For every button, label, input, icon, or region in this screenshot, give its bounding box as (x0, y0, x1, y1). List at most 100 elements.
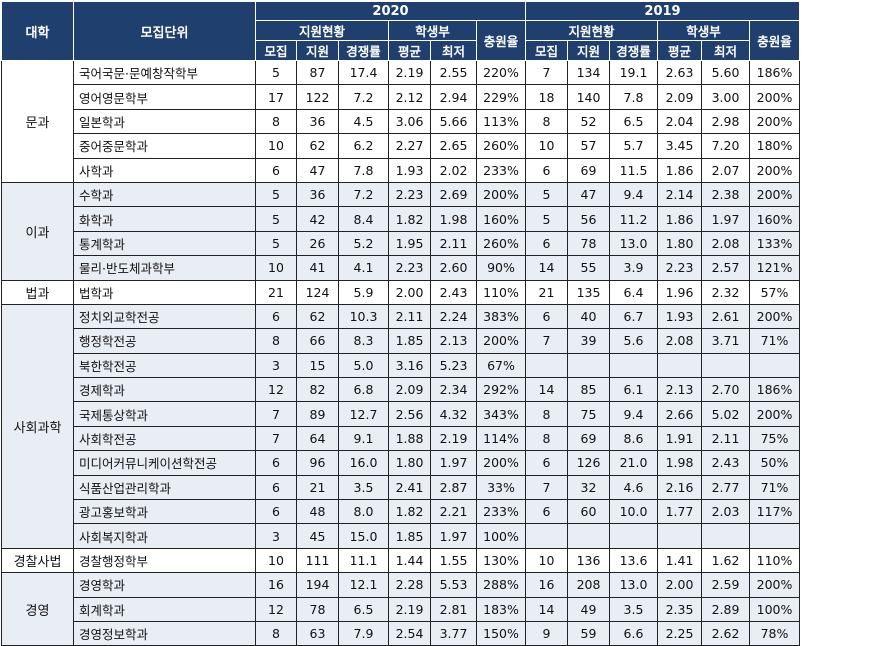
fill-rate-2020-cell: 200% (476, 328, 526, 354)
min-2019-cell: 2.77 (701, 474, 750, 501)
competition-2019-cell: 3.5 (609, 596, 658, 622)
recruit-2019-cell: 6 (525, 230, 568, 257)
fill-rate-2020-cell: 343% (476, 401, 526, 427)
year-2020-header: 2020 (255, 1, 526, 21)
apply-2020-cell: 62 (296, 133, 339, 159)
competition-header-2020: 경쟁률 (338, 40, 389, 61)
major-cell: 경찰행정학부 (73, 547, 256, 574)
avg-2019-cell: 1.80 (657, 230, 702, 257)
college-cell: 이과 (1, 181, 74, 281)
college-cell: 사회과학 (1, 303, 74, 549)
competition-2019-cell: 11.2 (609, 206, 658, 232)
recruit-2020-cell: 5 (255, 230, 297, 257)
apply-2020-cell: 82 (296, 377, 339, 403)
college-cell: 경영 (1, 572, 74, 646)
competition-2020-cell: 5.2 (338, 230, 389, 257)
avg-2020-cell: 2.11 (388, 303, 431, 330)
avg-2020-cell: 1.82 (388, 206, 431, 232)
min-2020-cell: 2.21 (430, 499, 477, 525)
competition-2019-cell: 10.0 (609, 499, 658, 525)
min-2019-cell: 2.89 (701, 596, 750, 622)
min-2019-cell: 2.38 (701, 181, 750, 208)
fill-rate-2020-cell: 33% (476, 474, 526, 501)
min-2020-cell: 1.97 (430, 523, 477, 549)
apply-2020-cell: 111 (296, 547, 339, 574)
min-2020-cell: 2.24 (430, 303, 477, 330)
apply-2020-cell: 45 (296, 523, 339, 549)
apply-2019-cell: 39 (567, 328, 610, 354)
avg-2020-cell: 2.19 (388, 596, 431, 622)
min-2020-cell: 2.13 (430, 328, 477, 354)
competition-2019-cell: 6.1 (609, 377, 658, 403)
table-row: 미디어커뮤니케이션학전공 6 96 16.0 1.80 1.97 200% 6 126 21.0 1… (2, 450, 800, 476)
min-2020-cell: 2.02 (430, 157, 477, 183)
major-cell: 법학과 (73, 279, 256, 305)
fill-rate-2019-cell: 117% (749, 499, 800, 525)
avg-2019-cell: 1.96 (657, 279, 702, 305)
table-row: 광고홍보학과 6 48 8.0 1.82 2.21 233% 6 60 10.0 1.77 2.03 1… (2, 499, 800, 525)
apply-status-header-2020: 지원현황 (255, 20, 389, 41)
fill-rate-header-2020: 충원율 (476, 20, 526, 61)
competition-2019-cell: 5.7 (609, 133, 658, 159)
apply-2020-cell: 36 (296, 181, 339, 208)
apply-2019-cell: 140 (567, 84, 610, 110)
competition-2020-cell: 7.2 (338, 84, 389, 110)
fill-rate-2019-cell (749, 352, 800, 379)
min-2019-cell: 2.32 (701, 279, 750, 305)
competition-2019-cell: 8.6 (609, 425, 658, 452)
avg-header-2019: 평균 (657, 40, 702, 61)
apply-2019-cell: 69 (567, 157, 610, 183)
recruit-2020-cell: 10 (255, 547, 297, 574)
min-2020-cell: 2.34 (430, 377, 477, 403)
competition-2020-cell: 6.5 (338, 596, 389, 622)
competition-2020-cell: 4.1 (338, 255, 389, 281)
competition-2019-cell: 6.7 (609, 303, 658, 330)
table-row: 물리·반도체과학부 10 41 4.1 2.23 2.60 90% 14 55 3.9 2.23 2.… (2, 255, 800, 281)
fill-rate-2019-cell: 200% (749, 303, 800, 330)
avg-2020-cell: 1.93 (388, 157, 431, 183)
major-cell: 정치외교학전공 (73, 303, 256, 330)
recruit-2019-cell: 6 (525, 303, 568, 330)
competition-2019-cell: 11.5 (609, 157, 658, 183)
apply-2019-cell: 49 (567, 596, 610, 622)
competition-2019-cell: 13.0 (609, 572, 658, 598)
competition-2020-cell: 6.8 (338, 377, 389, 403)
avg-2020-cell: 1.95 (388, 230, 431, 257)
recruit-2020-cell: 6 (255, 499, 297, 525)
competition-2020-cell: 9.1 (338, 425, 389, 452)
min-2019-cell: 2.11 (701, 425, 750, 452)
recruit-2019-cell: 8 (525, 401, 568, 427)
competition-2019-cell: 21.0 (609, 450, 658, 476)
apply-2020-cell: 87 (296, 59, 339, 86)
avg-2020-cell: 2.28 (388, 572, 431, 598)
competition-2020-cell: 5.9 (338, 279, 389, 305)
recruit-2020-cell: 8 (255, 328, 297, 354)
competition-2020-cell: 7.2 (338, 181, 389, 208)
apply-2020-cell: 48 (296, 499, 339, 525)
avg-2020-cell: 2.12 (388, 84, 431, 110)
min-header-2020: 최저 (430, 40, 477, 61)
fill-rate-2020-cell: 150% (476, 620, 526, 646)
competition-2019-cell: 6.4 (609, 279, 658, 305)
avg-2019-cell: 2.16 (657, 474, 702, 501)
recruit-2020-cell: 6 (255, 474, 297, 501)
avg-2020-cell: 2.09 (388, 377, 431, 403)
fill-rate-2020-cell: 233% (476, 499, 526, 525)
apply-2020-cell: 36 (296, 108, 339, 135)
apply-2019-cell: 60 (567, 499, 610, 525)
grade-header-2020: 학생부 (388, 20, 477, 41)
min-2019-cell: 2.70 (701, 377, 750, 403)
major-cell: 물리·반도체과학부 (73, 255, 256, 281)
fill-rate-2019-cell: 71% (749, 474, 800, 501)
competition-2019-cell: 5.6 (609, 328, 658, 354)
avg-2019-cell: 2.66 (657, 401, 702, 427)
fill-rate-2019-cell: 160% (749, 206, 800, 232)
recruit-2020-cell: 6 (255, 157, 297, 183)
min-2020-cell: 2.19 (430, 425, 477, 452)
fill-rate-2019-cell: 71% (749, 328, 800, 354)
fill-rate-2019-cell: 133% (749, 230, 800, 257)
competition-2020-cell: 11.1 (338, 547, 389, 574)
recruit-2020-cell: 16 (255, 572, 297, 598)
recruit-2019-cell: 6 (525, 499, 568, 525)
competition-2019-cell: 13.6 (609, 547, 658, 574)
